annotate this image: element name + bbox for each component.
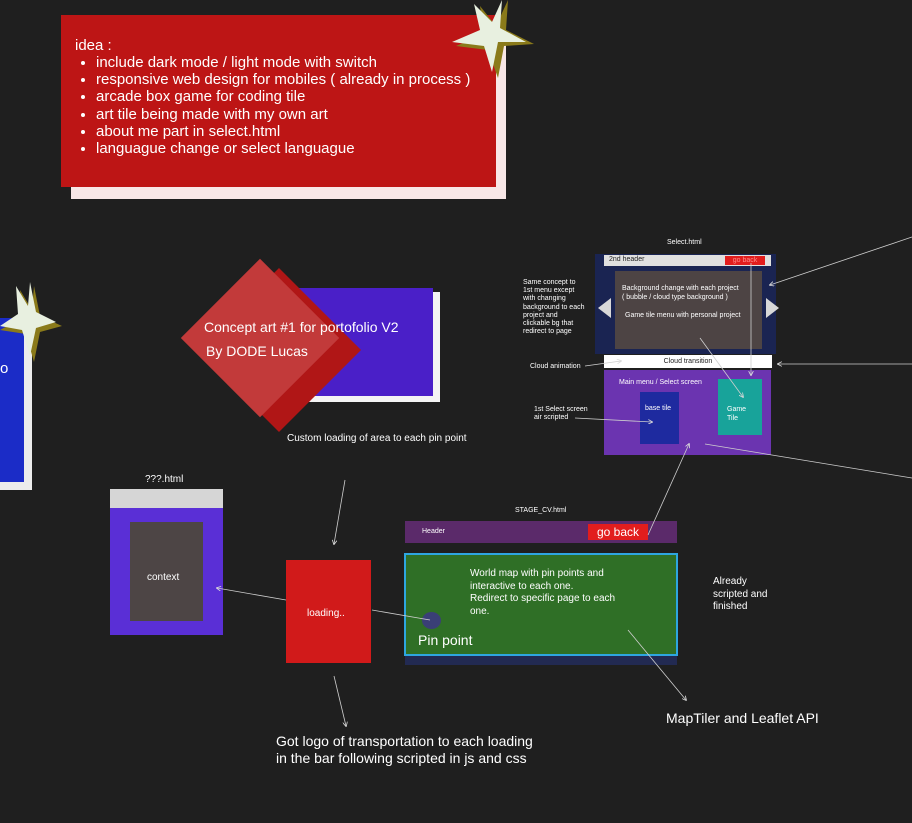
idea-item: include dark mode / light mode with swit… — [96, 54, 470, 71]
idea-item: art tile being made with my own art — [96, 106, 470, 123]
connector-line — [647, 444, 689, 536]
maptiler-note: MapTiler and Leaflet API — [666, 710, 819, 726]
pin-point-marker[interactable] — [422, 612, 441, 629]
idea-item: responsive web design for mobiles ( alre… — [96, 71, 470, 88]
idea-item: arcade box game for coding tile — [96, 88, 470, 105]
stage-footer — [405, 656, 677, 665]
connector-line — [770, 236, 912, 285]
select-background — [615, 271, 762, 349]
loading-box — [286, 560, 371, 663]
arrow-left-icon[interactable] — [597, 297, 613, 319]
select-side-note: Same concept to 1st menu except with cha… — [523, 279, 585, 336]
idea-list: include dark mode / light mode with swit… — [78, 54, 470, 157]
unknown-page-title: ???.html — [145, 474, 184, 485]
stage-go-back-button[interactable]: go back — [588, 524, 648, 540]
connector-line — [627, 629, 686, 700]
transport-note: Got logo of transportation to each loadi… — [276, 733, 533, 766]
already-note: Already scripted and finished — [713, 576, 768, 612]
connector-line — [334, 479, 346, 544]
concept-title: Concept art #1 for portofolio V2 — [204, 319, 399, 335]
game-tile[interactable] — [718, 379, 762, 435]
pin-point-label: Pin point — [418, 632, 473, 648]
main-menu-label: Main menu / Select screen — [619, 379, 702, 386]
select-page-title: Select.html — [667, 239, 702, 246]
select-bg-text: ( bubble / cloud type background ) — [622, 294, 728, 301]
first-select-note: 1st Select screen air scripted — [534, 406, 588, 421]
select-header — [604, 255, 771, 266]
idea-title: idea : — [75, 37, 112, 54]
connector-line — [584, 361, 621, 367]
world-map-text: World map with pin points and interactiv… — [470, 568, 616, 617]
left-card-text: o — [0, 360, 9, 377]
select-bg-text: Game tile menu with personal project — [625, 312, 741, 319]
select-bg-text: Background change with each project — [622, 285, 739, 292]
context-box — [130, 522, 203, 621]
base-tile-label: base tile — [645, 405, 672, 412]
star-icon — [452, 0, 534, 78]
base-tile[interactable] — [640, 392, 679, 444]
connector-line — [704, 443, 912, 479]
idea-card — [61, 15, 496, 187]
select-go-back-button[interactable]: go back — [725, 256, 765, 265]
context-label: context — [147, 572, 180, 583]
unknown-page-header — [110, 489, 223, 508]
left-card — [0, 318, 24, 482]
connector-line — [371, 609, 431, 621]
idea-item: languague change or select languague — [96, 140, 470, 157]
cloud-transition-bar: Cloud transition — [604, 355, 772, 368]
star-icon — [0, 282, 62, 362]
connector-line — [574, 417, 652, 422]
connector-line — [217, 588, 287, 601]
loading-label: loading.. — [307, 608, 345, 619]
idea-item: about me part in select.html — [96, 123, 470, 140]
custom-loading-note: Custom loading of area to each pin point — [287, 433, 467, 444]
world-map[interactable] — [406, 555, 676, 654]
connector-line — [333, 675, 346, 726]
arrow-right-icon[interactable] — [764, 297, 780, 319]
connector-line — [699, 337, 743, 397]
select-header-label: 2nd header — [609, 256, 645, 263]
concept-author: By DODE Lucas — [206, 343, 308, 359]
cloud-animation-label: Cloud animation — [530, 363, 581, 370]
game-tile-label: Game Tile — [727, 406, 747, 422]
stage-header-label: Header — [422, 528, 445, 535]
stage-page-title: STAGE_CV.html — [515, 507, 567, 514]
